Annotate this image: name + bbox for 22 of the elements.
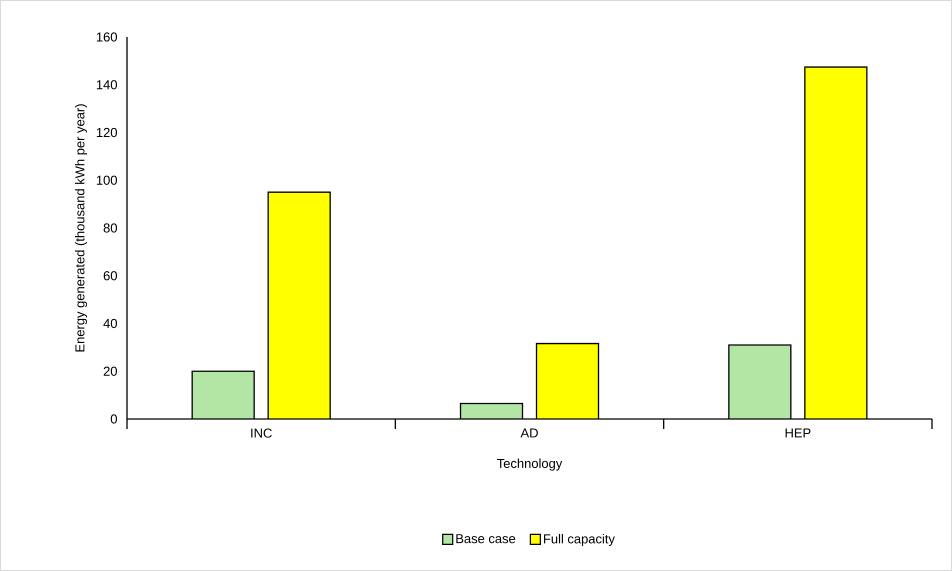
x-tick-label: INC bbox=[251, 428, 272, 438]
bar bbox=[192, 371, 254, 419]
legend-label: Full capacity bbox=[544, 534, 615, 546]
bar bbox=[268, 192, 330, 419]
bar bbox=[728, 344, 792, 419]
y-tick-label: 100 bbox=[96, 176, 117, 185]
y-tick-label: 20 bbox=[104, 366, 117, 376]
y-tick-label: 80 bbox=[104, 223, 117, 233]
y-tick-label: 120 bbox=[96, 128, 117, 138]
bar bbox=[460, 403, 523, 419]
y-axis-title: Energy generated (thousand kWh per year) bbox=[74, 104, 88, 352]
y-tick-label: 0 bbox=[110, 414, 117, 424]
y-tick-label: 40 bbox=[103, 318, 117, 328]
bar bbox=[804, 66, 868, 419]
x-tick-label: HEP bbox=[786, 428, 810, 438]
y-tick-label: 60 bbox=[104, 271, 117, 280]
y-tick-label: 160 bbox=[96, 32, 117, 42]
x-tick-label: AD bbox=[520, 428, 538, 438]
bar bbox=[536, 344, 599, 419]
x-axis-title: Technology bbox=[497, 458, 562, 471]
y-tick-label: 140 bbox=[96, 80, 117, 90]
legend-label: Base case bbox=[456, 534, 516, 544]
